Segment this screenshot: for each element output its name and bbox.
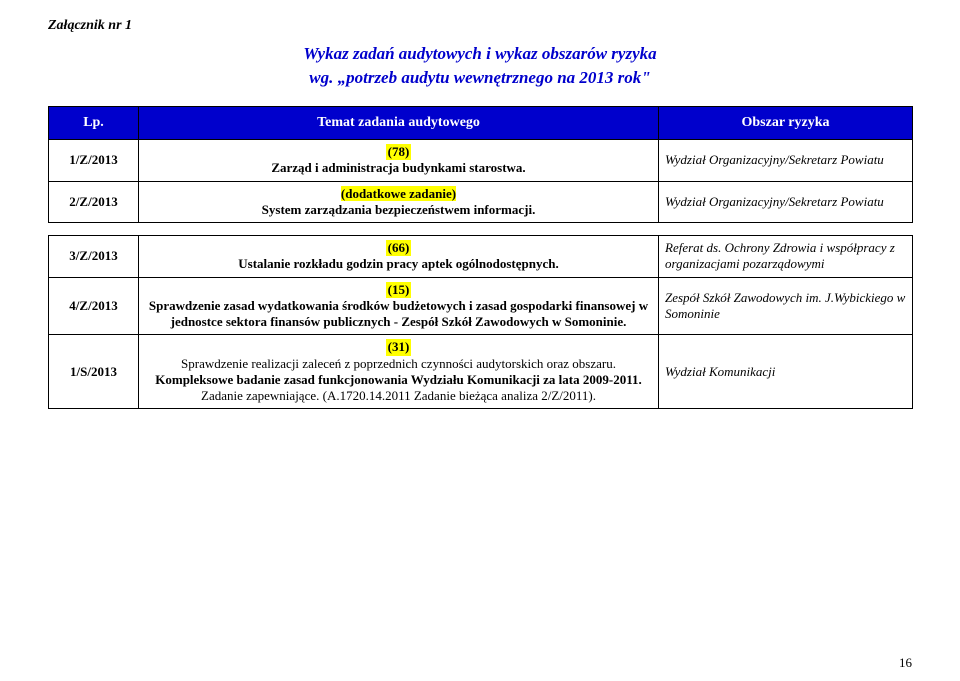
cell-temat: (dodatkowe zadanie) System zarządzania b…: [139, 181, 659, 223]
task-body: System zarządzania bezpieczeństwem infor…: [262, 202, 536, 217]
doc-title: Wykaz zadań audytowych i wykaz obszarów …: [48, 44, 912, 64]
task-extra: (dodatkowe zadanie): [341, 186, 456, 201]
table-header-row: Lp. Temat zadania audytowego Obszar ryzy…: [49, 107, 913, 140]
task-body: Sprawdzenie zasad wydatkowania środków b…: [149, 298, 648, 329]
task-line3: Zadanie zapewniające. (A.1720.14.2011 Za…: [201, 388, 596, 403]
cell-lp: 1/Z/2013: [49, 140, 139, 182]
cell-obszar: Wydział Organizacyjny/Sekretarz Powiatu: [659, 140, 913, 182]
col-obszar: Obszar ryzyka: [659, 107, 913, 140]
page-number: 16: [899, 655, 912, 671]
table-row: 1/S/2013 (31) Sprawdzenie realizacji zal…: [49, 335, 913, 409]
table-row: 1/Z/2013 (78) Zarząd i administracja bud…: [49, 140, 913, 182]
tasks-table-2: 3/Z/2013 (66) Ustalanie rozkładu godzin …: [48, 235, 913, 409]
col-lp: Lp.: [49, 107, 139, 140]
cell-temat: (78) Zarząd i administracja budynkami st…: [139, 140, 659, 182]
attachment-label: Załącznik nr 1: [48, 18, 912, 34]
tasks-table-1: Lp. Temat zadania audytowego Obszar ryzy…: [48, 106, 913, 223]
cell-obszar: Wydział Organizacyjny/Sekretarz Powiatu: [659, 181, 913, 223]
table-gap: [48, 223, 912, 235]
table-row: 3/Z/2013 (66) Ustalanie rozkładu godzin …: [49, 236, 913, 278]
cell-temat: (15) Sprawdzenie zasad wydatkowania środ…: [139, 277, 659, 335]
task-number: (31): [386, 339, 412, 355]
cell-lp: 3/Z/2013: [49, 236, 139, 278]
cell-temat: (31) Sprawdzenie realizacji zaleceń z po…: [139, 335, 659, 409]
cell-lp: 4/Z/2013: [49, 277, 139, 335]
cell-obszar: Referat ds. Ochrony Zdrowia i współpracy…: [659, 236, 913, 278]
task-number: (78): [386, 144, 412, 160]
doc-subtitle: wg. „potrzeb audytu wewnętrznego na 2013…: [48, 68, 912, 88]
cell-obszar: Zespół Szkół Zawodowych im. J.Wybickiego…: [659, 277, 913, 335]
task-line2: Kompleksowe badanie zasad funkcjonowania…: [155, 372, 641, 387]
table-row: 2/Z/2013 (dodatkowe zadanie) System zarz…: [49, 181, 913, 223]
task-body: Zarząd i administracja budynkami starost…: [271, 160, 525, 175]
task-body: Ustalanie rozkładu godzin pracy aptek og…: [238, 256, 558, 271]
task-line1: Sprawdzenie realizacji zaleceń z poprzed…: [181, 356, 616, 371]
cell-lp: 2/Z/2013: [49, 181, 139, 223]
cell-lp: 1/S/2013: [49, 335, 139, 409]
task-number: (66): [386, 240, 412, 256]
cell-temat: (66) Ustalanie rozkładu godzin pracy apt…: [139, 236, 659, 278]
cell-obszar: Wydział Komunikacji: [659, 335, 913, 409]
col-temat: Temat zadania audytowego: [139, 107, 659, 140]
task-number: (15): [386, 282, 412, 298]
table-row: 4/Z/2013 (15) Sprawdzenie zasad wydatkow…: [49, 277, 913, 335]
